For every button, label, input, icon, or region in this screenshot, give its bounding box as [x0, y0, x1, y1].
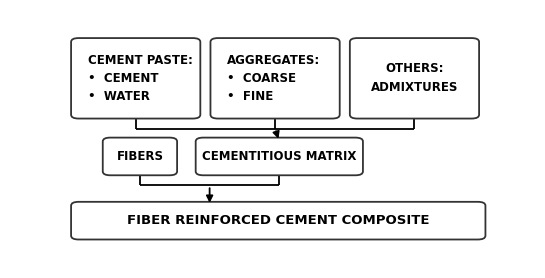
- FancyBboxPatch shape: [350, 38, 479, 118]
- Text: FIBERS: FIBERS: [117, 150, 164, 163]
- Text: •  FINE: • FINE: [227, 90, 274, 103]
- Text: •  WATER: • WATER: [88, 90, 150, 103]
- FancyBboxPatch shape: [71, 202, 486, 240]
- FancyBboxPatch shape: [210, 38, 340, 118]
- FancyBboxPatch shape: [196, 138, 363, 175]
- Text: CEMENTITIOUS MATRIX: CEMENTITIOUS MATRIX: [202, 150, 356, 163]
- Text: •  CEMENT: • CEMENT: [88, 72, 159, 85]
- Text: OTHERS:: OTHERS:: [385, 62, 444, 75]
- FancyBboxPatch shape: [103, 138, 177, 175]
- FancyBboxPatch shape: [71, 38, 201, 118]
- Text: ADMIXTURES: ADMIXTURES: [371, 81, 458, 95]
- Text: FIBER REINFORCED CEMENT COMPOSITE: FIBER REINFORCED CEMENT COMPOSITE: [127, 214, 429, 227]
- Text: AGGREGATES:: AGGREGATES:: [227, 54, 320, 67]
- Text: •  COARSE: • COARSE: [227, 72, 296, 85]
- Text: CEMENT PASTE:: CEMENT PASTE:: [88, 54, 193, 67]
